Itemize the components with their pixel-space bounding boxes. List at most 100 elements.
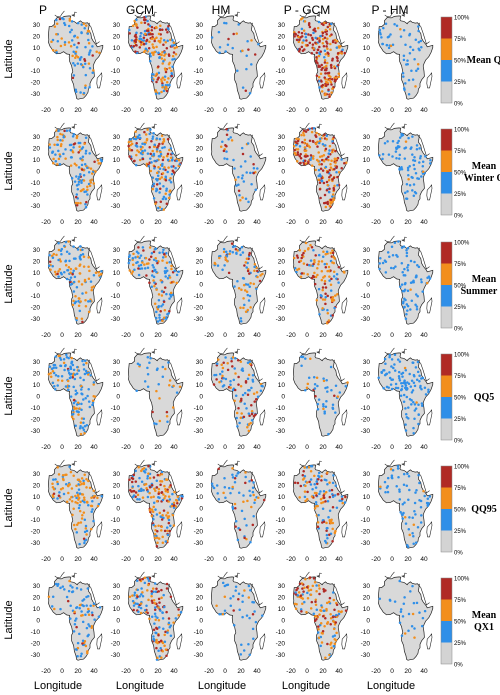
station-dot (414, 85, 417, 88)
station-dot (250, 386, 253, 390)
station-dot (420, 175, 423, 178)
station-dot (326, 308, 329, 312)
station-dot (310, 600, 314, 604)
station-dot (90, 172, 94, 175)
station-dot (295, 143, 298, 147)
y-tick-label: 0 (116, 282, 120, 289)
station-dot (246, 283, 250, 286)
station-dot (58, 491, 61, 494)
station-dot (54, 388, 57, 391)
madagascar-outline (426, 297, 433, 314)
station-dot (233, 245, 237, 248)
station-dot (134, 491, 138, 494)
station-dot (153, 608, 157, 612)
station-dot (328, 653, 331, 657)
station-dot (412, 534, 415, 538)
station-dot (378, 31, 382, 34)
coastline-fragment (54, 571, 65, 579)
y-tick-label: -30 (111, 428, 121, 435)
colorbar-segment (441, 263, 452, 285)
station-dot (146, 128, 149, 131)
station-dot (320, 604, 323, 607)
station-dot (331, 251, 335, 255)
station-dot (154, 615, 157, 618)
station-dot (244, 471, 247, 474)
coastline-fragment (384, 235, 395, 243)
coastline-fragment (316, 351, 320, 354)
station-dot (317, 160, 320, 163)
station-dot (150, 483, 154, 487)
y-tick-label: 30 (196, 583, 204, 590)
station-dot (90, 496, 93, 499)
station-dot (328, 95, 331, 98)
station-dot (155, 545, 159, 548)
y-tick-label: 30 (33, 583, 41, 590)
x-tick-label: 40 (335, 107, 343, 114)
station-dot (322, 159, 326, 163)
x-tick-label: 40 (420, 332, 428, 339)
station-dot (380, 36, 383, 39)
station-dot (80, 384, 83, 388)
x-tick-label: 0 (390, 107, 394, 114)
station-dot (155, 631, 158, 635)
station-dot (344, 609, 348, 612)
station-dot (166, 31, 169, 34)
station-dot (159, 609, 162, 612)
station-dot (316, 402, 320, 406)
station-dot (81, 493, 85, 496)
station-dot (82, 91, 86, 95)
africa-landmass (48, 127, 104, 212)
station-dot (230, 139, 234, 142)
y-tick-label: 10 (33, 157, 41, 164)
station-dot (297, 591, 301, 594)
station-dot (162, 593, 165, 597)
station-dot (300, 610, 303, 613)
station-dot (246, 142, 250, 145)
station-dot (330, 159, 333, 163)
station-dot (378, 267, 381, 271)
station-dot (331, 295, 335, 299)
station-dot (67, 24, 71, 28)
station-dot (334, 294, 337, 297)
station-dot (153, 159, 156, 163)
station-dot (154, 508, 157, 511)
station-dot (423, 386, 427, 390)
coastline-fragment (332, 471, 335, 475)
colorbar-segment (441, 578, 452, 600)
x-tick-label: -20 (121, 556, 131, 563)
station-dot (128, 147, 131, 150)
station-dot (148, 486, 152, 489)
station-dot (160, 90, 163, 94)
station-dot (385, 43, 389, 47)
coastline-fragment (251, 585, 263, 606)
station-dot (58, 162, 62, 166)
station-dot (235, 184, 238, 187)
station-dot (405, 484, 409, 488)
station-dot (334, 529, 337, 533)
station-dot (87, 607, 90, 611)
colorbar-tick-label: 25% (454, 192, 467, 198)
station-dot (155, 72, 159, 75)
station-dot (82, 179, 86, 182)
station-dot (168, 498, 172, 501)
y-tick-label: 30 (196, 134, 204, 141)
station-dot (139, 34, 142, 38)
station-dot (323, 76, 326, 79)
x-tick-label: -20 (121, 332, 131, 339)
station-dot (156, 174, 160, 178)
station-dot (86, 394, 89, 398)
coastline-fragment (332, 22, 335, 26)
x-tick-label: 40 (170, 332, 178, 339)
station-dot (332, 186, 335, 190)
coastline-fragment (168, 136, 180, 157)
station-dot (321, 615, 325, 618)
station-dot (91, 500, 94, 503)
station-dot (170, 44, 174, 47)
station-dot (86, 32, 90, 35)
station-dot (300, 27, 304, 31)
station-dot (306, 247, 310, 251)
row-label: Mean (472, 161, 497, 172)
station-dot (330, 518, 333, 521)
station-dot (87, 613, 91, 617)
